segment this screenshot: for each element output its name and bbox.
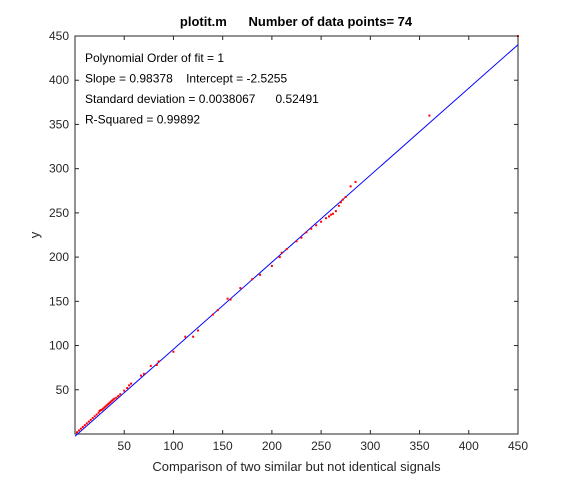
data-point — [315, 224, 318, 227]
x-axis: 50 100 150 200 250 300 350 400 450 — [118, 36, 528, 453]
data-point — [87, 420, 90, 423]
fit-statistics: Polynomial Order of fit = 1 Slope = 0.983… — [85, 51, 319, 127]
data-point — [123, 389, 126, 392]
data-point — [83, 424, 86, 427]
data-point — [320, 220, 323, 223]
data-point — [75, 431, 78, 434]
fit-annotation: Slope = 0.98378 Intercept = -2.5255 — [85, 72, 287, 86]
data-point — [113, 397, 116, 400]
y-tick-label: 50 — [56, 383, 70, 397]
data-point — [117, 394, 120, 397]
y-tick-label: 250 — [49, 206, 69, 220]
data-point — [337, 204, 340, 207]
x-tick-label: 400 — [459, 439, 479, 453]
y-tick-label: 350 — [49, 117, 69, 131]
data-point — [192, 335, 195, 338]
data-point — [331, 212, 334, 215]
y-tick-label: 300 — [49, 162, 69, 176]
data-point — [128, 384, 131, 387]
data-point — [81, 425, 84, 428]
chart-title: plotit.m Number of data points= 74 — [180, 14, 413, 29]
x-tick-label: 50 — [118, 439, 132, 453]
data-point — [278, 256, 281, 259]
data-point — [142, 372, 145, 375]
data-point — [89, 418, 92, 421]
data-point — [349, 185, 352, 188]
data-point — [91, 417, 94, 420]
x-tick-label: 100 — [163, 439, 183, 453]
x-tick-label: 450 — [508, 439, 528, 453]
fit-annotation: R-Squared = 0.99892 — [85, 113, 200, 127]
data-point — [344, 195, 347, 198]
axes-box — [74, 35, 519, 435]
data-point — [334, 210, 337, 213]
x-tick-label: 300 — [360, 439, 380, 453]
data-point — [95, 413, 98, 416]
y-tick-label: 450 — [49, 29, 69, 43]
fit-annotation: Standard deviation = 0.0038067 0.52491 — [85, 92, 319, 106]
x-tick-label: 200 — [262, 439, 282, 453]
data-point — [126, 387, 129, 390]
data-point — [300, 236, 303, 239]
data-point — [139, 374, 142, 377]
data-point — [327, 215, 330, 218]
data-point — [93, 415, 96, 418]
data-point — [115, 396, 118, 399]
data-point — [280, 251, 283, 254]
data-point — [285, 248, 288, 251]
data-point — [226, 297, 229, 300]
data-point — [197, 329, 200, 332]
data-point — [341, 198, 344, 201]
data-point — [157, 360, 160, 363]
data-point — [354, 180, 357, 183]
y-tick-label: 400 — [49, 73, 69, 87]
x-tick-label: 250 — [311, 439, 331, 453]
data-point — [310, 227, 313, 230]
data-point — [149, 364, 152, 367]
data-point — [130, 382, 133, 385]
data-point — [329, 213, 332, 216]
plot-area — [74, 35, 519, 437]
data-point — [270, 264, 273, 267]
data-point — [77, 429, 80, 432]
data-point — [97, 411, 100, 414]
y-axis: 50 100 150 200 250 300 350 400 450 — [49, 29, 518, 397]
x-axis-label: Comparison of two similar but not identi… — [152, 459, 441, 474]
data-point — [259, 273, 262, 276]
data-point — [211, 313, 214, 316]
y-axis-label: y — [27, 231, 42, 238]
y-tick-label: 100 — [49, 339, 69, 353]
x-tick-label: 150 — [213, 439, 233, 453]
data-point — [172, 350, 175, 353]
data-point — [85, 422, 88, 425]
data-point — [184, 335, 187, 338]
data-point — [239, 287, 242, 290]
fit-annotation: Polynomial Order of fit = 1 — [85, 51, 224, 65]
y-tick-label: 200 — [49, 250, 69, 264]
y-tick-label: 150 — [49, 294, 69, 308]
data-point — [428, 114, 431, 117]
x-tick-label: 350 — [410, 439, 430, 453]
data-point — [79, 427, 82, 430]
data-point — [251, 278, 254, 281]
data-point — [216, 309, 219, 312]
data-point — [119, 393, 122, 396]
data-point — [305, 231, 308, 234]
data-point — [339, 201, 342, 204]
data-point — [229, 298, 232, 301]
data-point — [295, 240, 298, 243]
data-point — [325, 217, 328, 220]
data-point — [155, 364, 158, 367]
